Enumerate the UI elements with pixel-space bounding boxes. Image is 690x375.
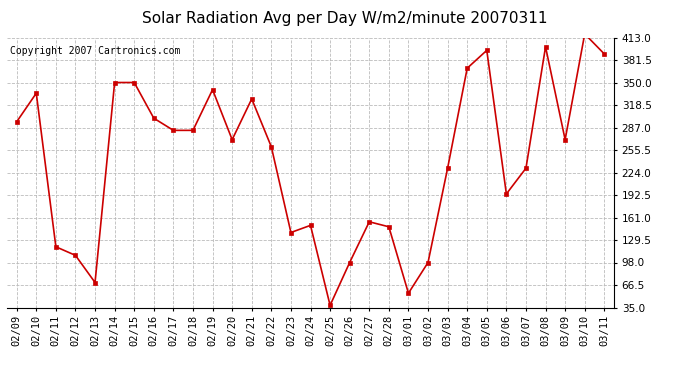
- Text: Copyright 2007 Cartronics.com: Copyright 2007 Cartronics.com: [10, 46, 180, 56]
- Text: Solar Radiation Avg per Day W/m2/minute 20070311: Solar Radiation Avg per Day W/m2/minute …: [142, 11, 548, 26]
